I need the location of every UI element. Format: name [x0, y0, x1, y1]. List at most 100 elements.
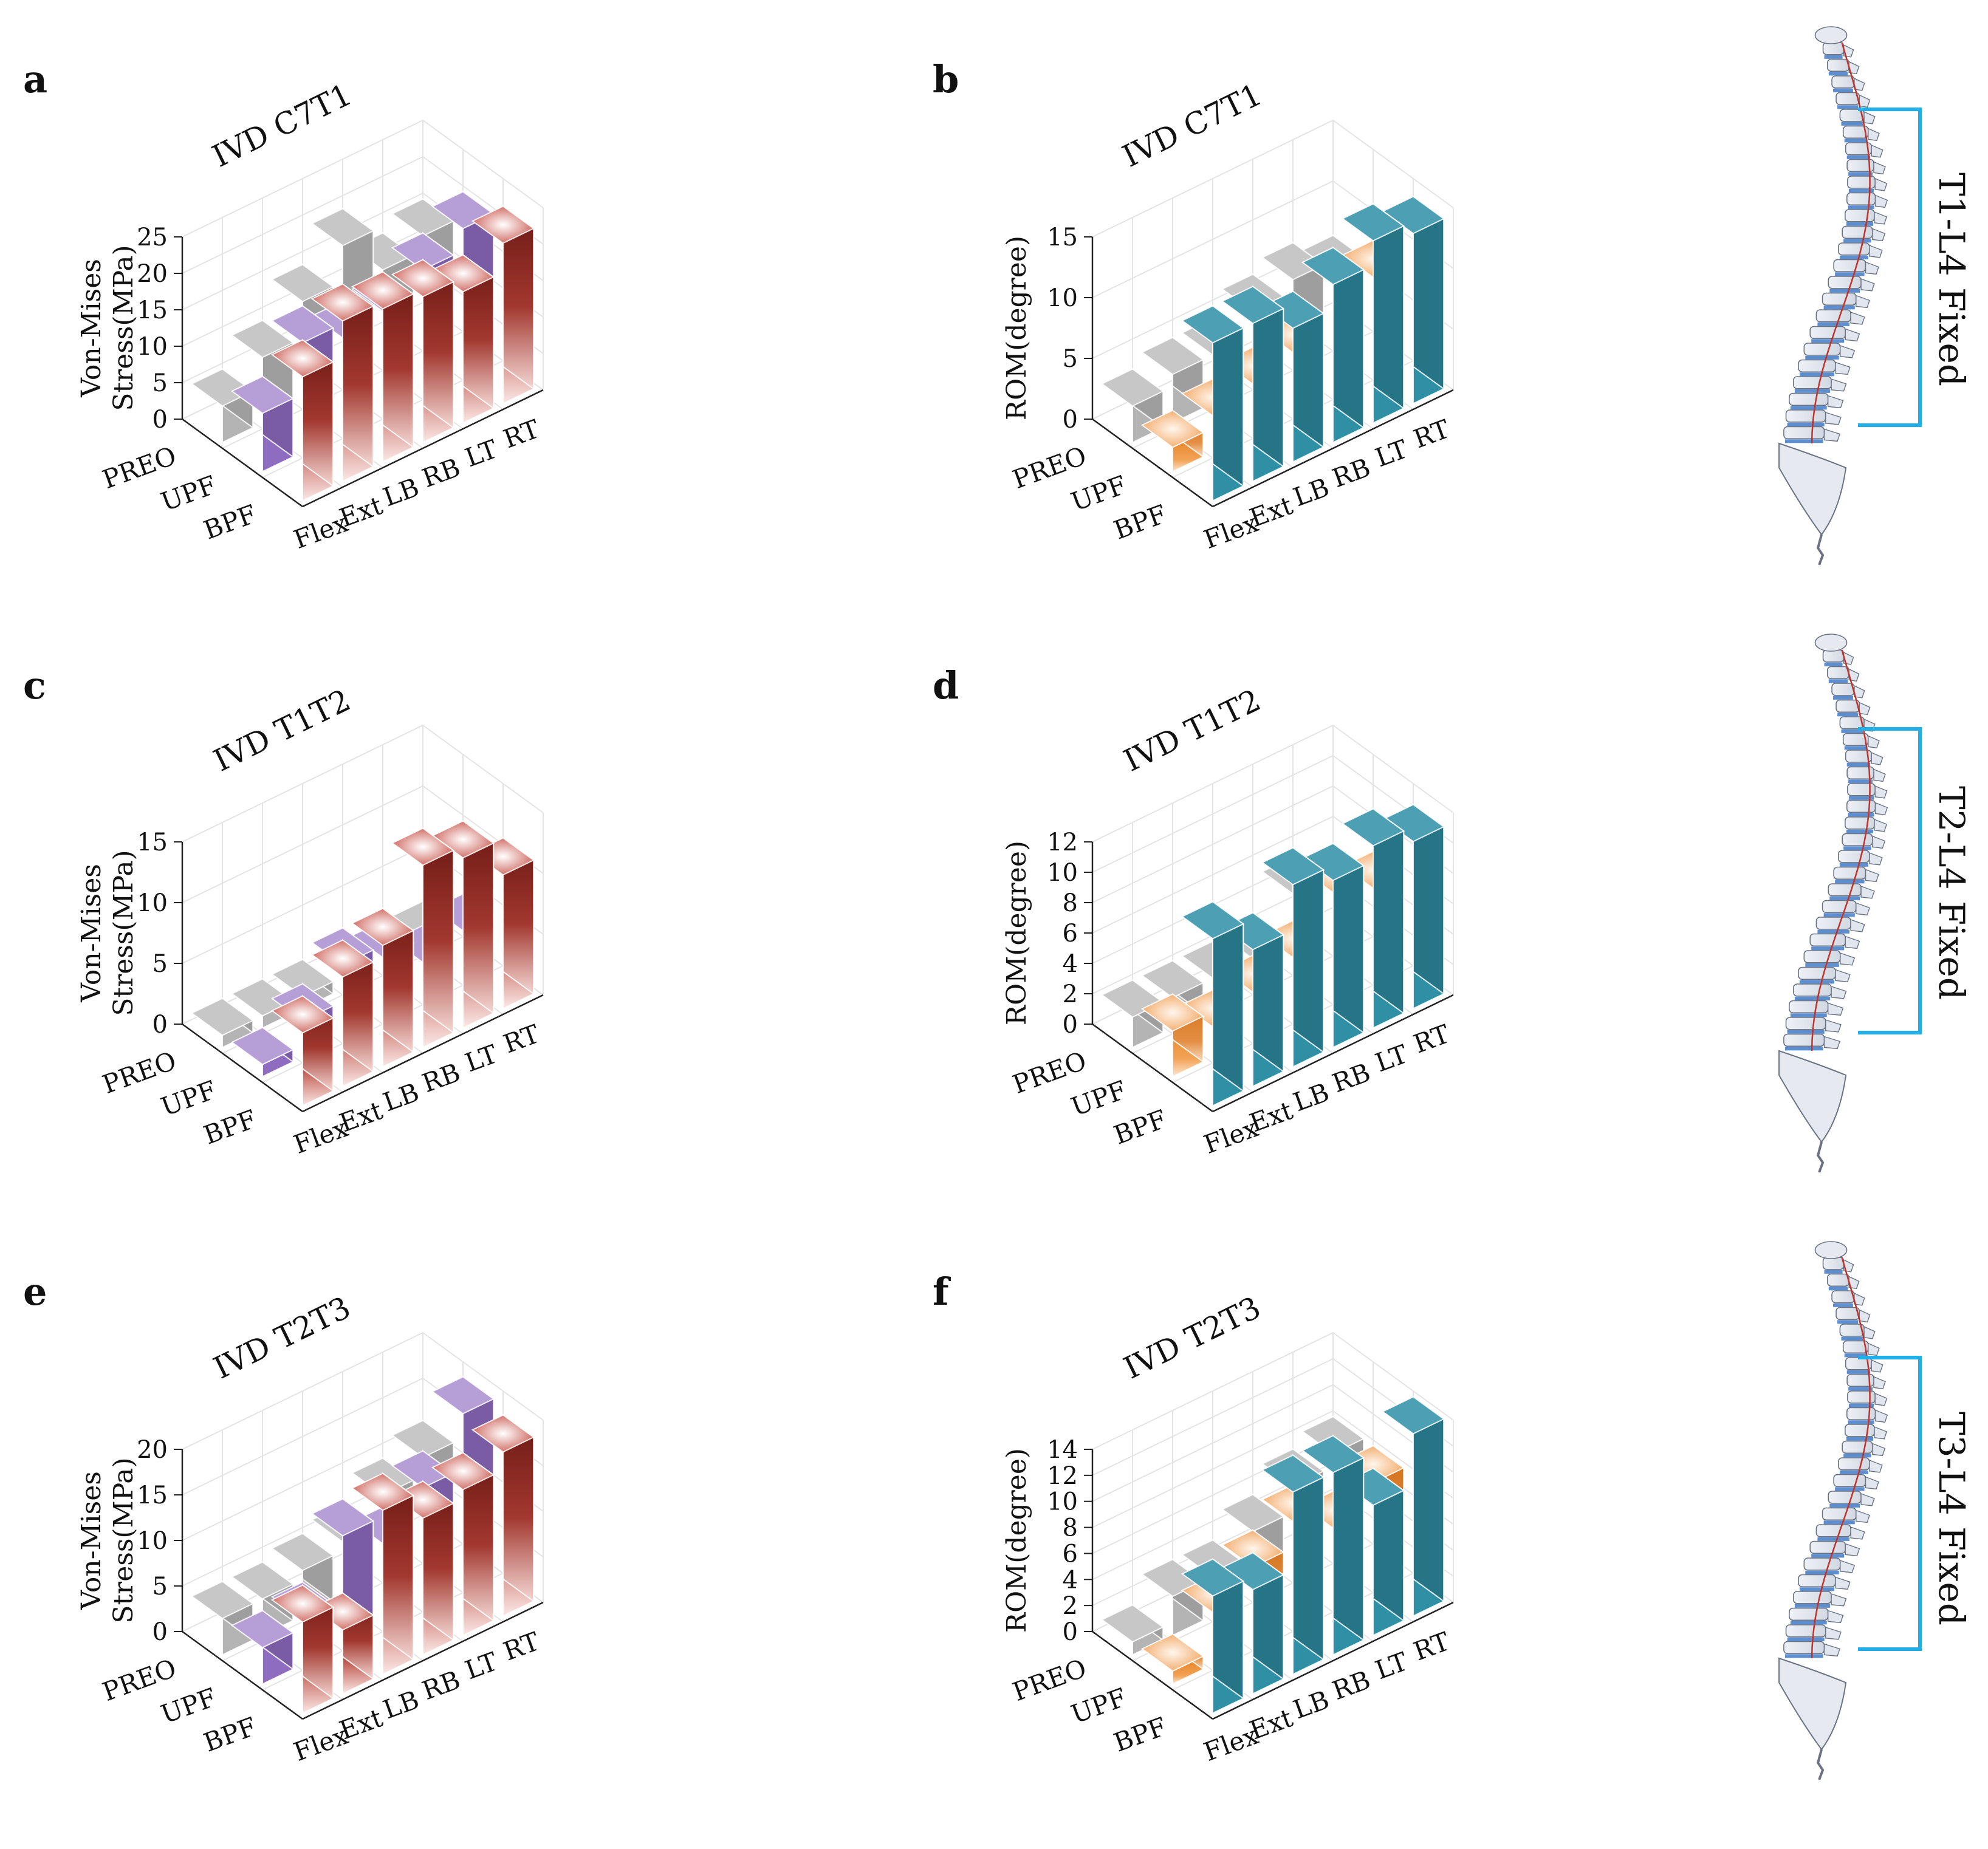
bars — [190, 190, 535, 502]
spinous-process — [1845, 1543, 1860, 1557]
wall-grid-line — [1092, 1331, 1454, 1450]
bar-top-face — [351, 907, 415, 946]
z-tick-label: 10 — [1047, 859, 1078, 887]
vertebra — [1842, 225, 1873, 239]
bar-top-face — [310, 1498, 375, 1537]
coccyx — [1816, 534, 1825, 566]
bar-bpf-ext — [310, 282, 375, 482]
vertebra — [1803, 950, 1841, 963]
z-tick-label: 6 — [1063, 920, 1078, 948]
bar-bpf-lb — [351, 270, 415, 463]
spinous-process — [1831, 1593, 1847, 1607]
z-axis-label: ROM(degree) — [1001, 236, 1032, 420]
bar-bpf-lb — [1261, 1454, 1325, 1675]
intervertebral-disc — [1811, 339, 1845, 343]
x-axis-line — [1212, 994, 1454, 1113]
spinous-process — [1843, 651, 1854, 665]
intervertebral-disc — [1794, 389, 1831, 393]
bar-top-face — [190, 997, 255, 1036]
vertebra — [1845, 209, 1875, 222]
bar-top-face — [391, 232, 455, 271]
spinous-process — [1831, 986, 1847, 999]
z-tick-label: 5 — [153, 369, 168, 397]
vertebra — [1828, 1491, 1862, 1504]
bar-top-face — [1341, 808, 1405, 847]
bar-top-face — [1100, 368, 1165, 407]
intervertebral-disc — [1844, 1353, 1867, 1358]
bar-top-face — [1181, 901, 1245, 940]
bar-preo-flex — [190, 367, 255, 443]
spinous-process — [1863, 1325, 1876, 1339]
spinous-process — [1874, 802, 1888, 816]
intervertebral-disc — [1784, 439, 1823, 443]
vertebra — [1789, 1607, 1829, 1621]
z-axis-label: ROM(degree) — [1001, 841, 1032, 1025]
intervertebral-disc — [1835, 272, 1865, 276]
category-tick-label: Ext — [335, 1095, 386, 1138]
z-tick-label: 10 — [137, 333, 168, 361]
z-tick-label: 5 — [153, 950, 168, 978]
vertebra — [1783, 426, 1825, 440]
category-tick-label: LB — [1289, 1684, 1333, 1724]
spinous-process — [1874, 177, 1888, 191]
z-tick-label: 5 — [153, 1573, 168, 1601]
spinous-process — [1871, 1359, 1883, 1373]
vertebra — [1809, 1540, 1846, 1554]
intervertebral-disc — [1846, 222, 1874, 226]
vertebra — [1835, 92, 1860, 106]
fixation-label-3: T3-L4 Fixed — [1931, 1412, 1972, 1625]
bar-bpf-rt — [1381, 195, 1445, 405]
intervertebral-disc — [1823, 913, 1855, 917]
bar-top-face — [270, 1533, 335, 1571]
bar-bpf-ext — [310, 938, 375, 1087]
intervertebral-disc — [1837, 1320, 1859, 1324]
category-tick-label: RB — [418, 453, 464, 493]
fixation-label-1: T1-L4 Fixed — [1931, 173, 1972, 386]
category-tick-label: LB — [379, 1684, 423, 1724]
spinous-process — [1869, 244, 1883, 258]
group-tick-label: UPF — [1067, 1075, 1130, 1122]
intervertebral-disc — [1829, 289, 1860, 293]
y-axis-line — [182, 1023, 303, 1113]
bar-upf-flex — [1140, 409, 1205, 473]
panel-letter-d: d — [933, 663, 959, 708]
bar-top-face — [391, 198, 455, 237]
coccyx — [1816, 1749, 1825, 1780]
bar-bpf-lb — [351, 907, 415, 1068]
intervertebral-disc — [1837, 105, 1859, 109]
spinous-process — [1869, 1459, 1883, 1473]
intervertebral-disc — [1841, 729, 1863, 733]
bar-preo-flex — [1100, 367, 1165, 443]
intervertebral-disc — [1844, 138, 1867, 143]
intervertebral-disc — [1848, 796, 1874, 800]
intervertebral-disc — [1811, 1554, 1845, 1558]
bar-top-face — [391, 1420, 455, 1458]
spinous-process — [1859, 702, 1871, 716]
bar-bpf-ext — [1221, 1551, 1285, 1695]
intervertebral-disc — [1787, 1637, 1825, 1641]
spinous-process — [1823, 428, 1840, 442]
vertebra — [1831, 683, 1855, 696]
vertebra — [1826, 666, 1849, 680]
fixation-bracket — [1858, 1356, 1922, 1651]
vertebra — [1847, 1390, 1876, 1404]
spinous-process — [1860, 278, 1875, 292]
category-tick-label: LT — [1371, 434, 1411, 473]
bar-top-face — [1100, 1604, 1165, 1643]
z-tick-label: 20 — [137, 260, 168, 288]
y-axis-line — [182, 418, 303, 508]
group-tick-label: BPF — [1110, 1711, 1171, 1757]
z-axis-label: ROM(degree) — [1001, 1448, 1032, 1633]
intervertebral-disc — [1839, 863, 1868, 867]
bar-top-face — [270, 1584, 335, 1623]
intervertebral-disc — [1823, 1520, 1855, 1525]
intervertebral-disc — [1794, 1604, 1831, 1608]
category-tick-label: LT — [1371, 1039, 1411, 1078]
spinal-cord — [1811, 649, 1871, 1051]
bars — [190, 819, 535, 1107]
category-tick-label: LB — [1289, 472, 1333, 512]
category-tick-label: Ext — [1246, 1095, 1297, 1138]
z-tick-label: 15 — [137, 296, 168, 324]
z-tick-label: 14 — [1047, 1436, 1078, 1464]
chart-title: IVD T2T3 — [208, 1290, 356, 1386]
